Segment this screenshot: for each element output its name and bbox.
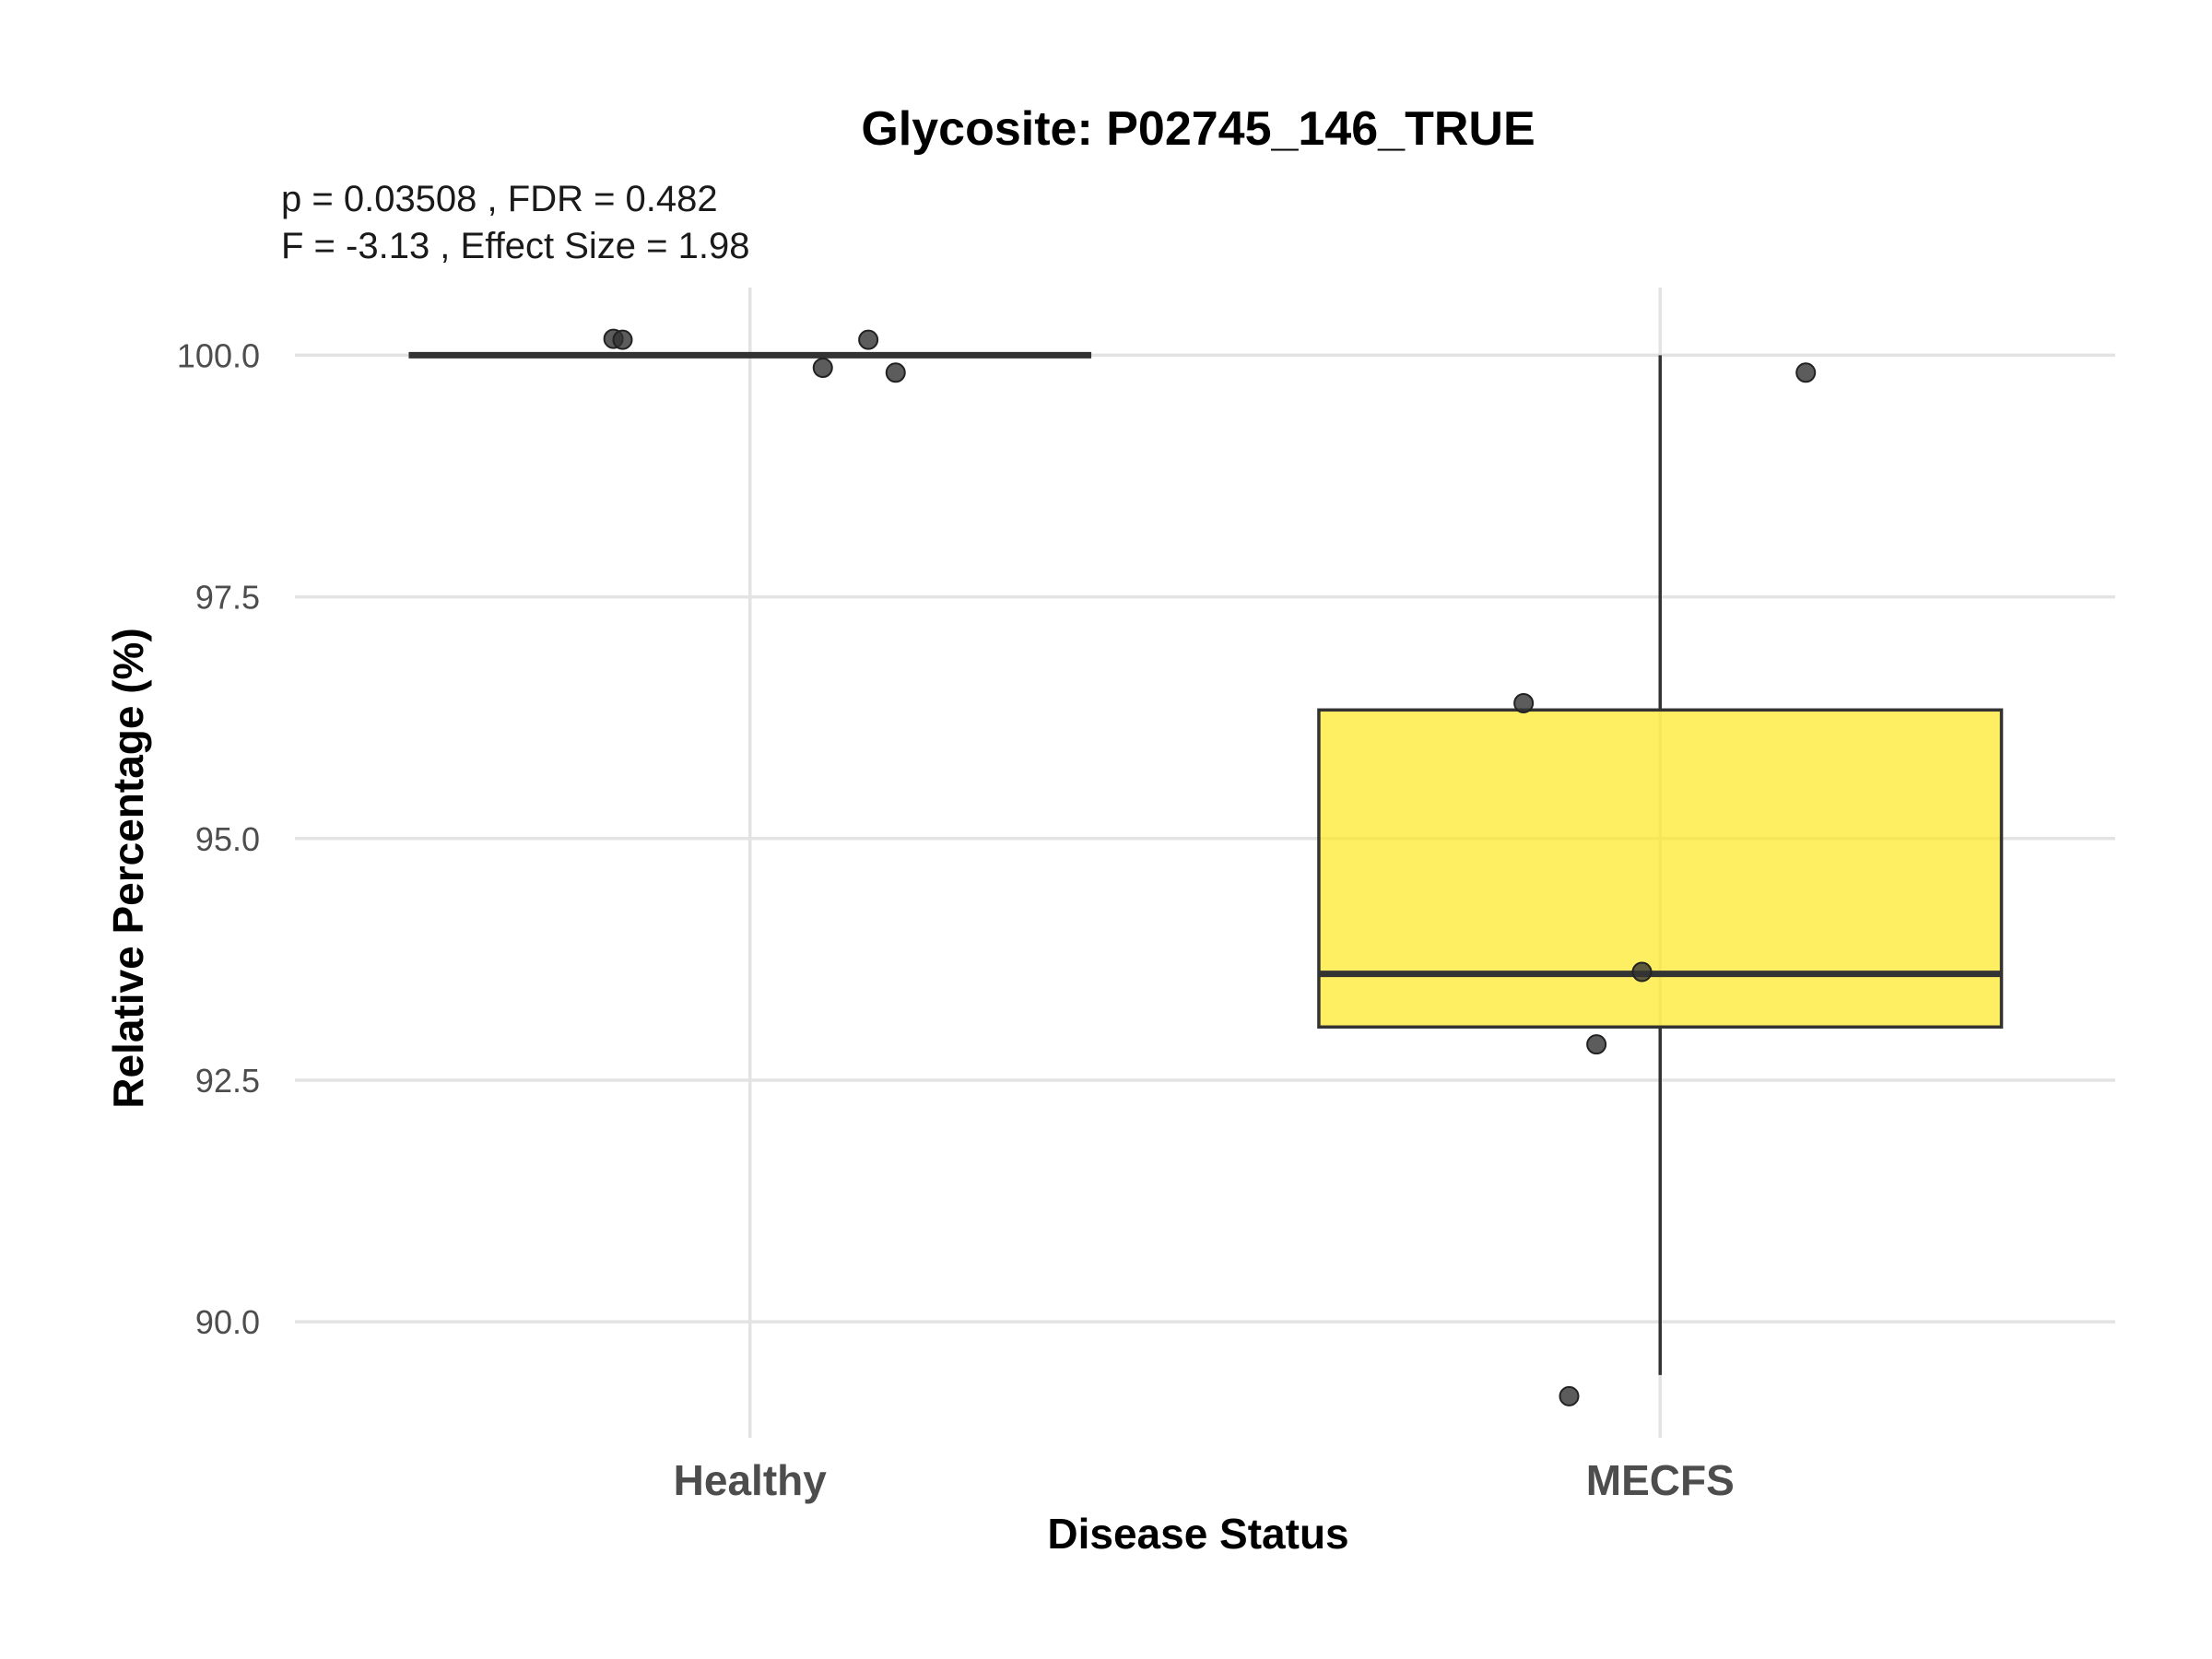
- chart-subtitle-line-1: p = 0.03508 , FDR = 0.482: [281, 179, 718, 219]
- chart-title: Glycosite: P02745_146_TRUE: [861, 102, 1535, 156]
- data-point: [885, 362, 906, 383]
- data-point: [1631, 961, 1653, 982]
- data-point: [1586, 1034, 1607, 1055]
- y-tick-label: 95.0: [195, 820, 260, 858]
- data-point: [1513, 692, 1535, 713]
- box-layer: [408, 351, 2004, 1375]
- point-layer: [603, 328, 1817, 1406]
- tick-layer: 90.0 92.5 95.0 97.5 100.0 Healthy MECFS: [177, 336, 1735, 1504]
- y-tick-label: 90.0: [195, 1303, 260, 1341]
- chart-subtitle-line-2: F = -3.13 , Effect Size = 1.98: [281, 226, 749, 266]
- x-tick-label: MECFS: [1586, 1456, 1735, 1504]
- data-point: [612, 329, 633, 350]
- y-tick-label: 100.0: [177, 336, 260, 374]
- y-tick-label: 97.5: [195, 579, 260, 617]
- box-iqr: [1317, 708, 2004, 1030]
- y-axis-title: Relative Percentage (%): [104, 628, 152, 1109]
- data-point: [858, 329, 879, 350]
- data-point: [1795, 362, 1817, 383]
- x-axis-title: Disease Status: [1047, 1510, 1348, 1558]
- x-tick-label: Healthy: [674, 1456, 828, 1504]
- data-point: [812, 358, 833, 379]
- y-tick-label: 92.5: [195, 1062, 260, 1100]
- data-point: [1559, 1385, 1580, 1406]
